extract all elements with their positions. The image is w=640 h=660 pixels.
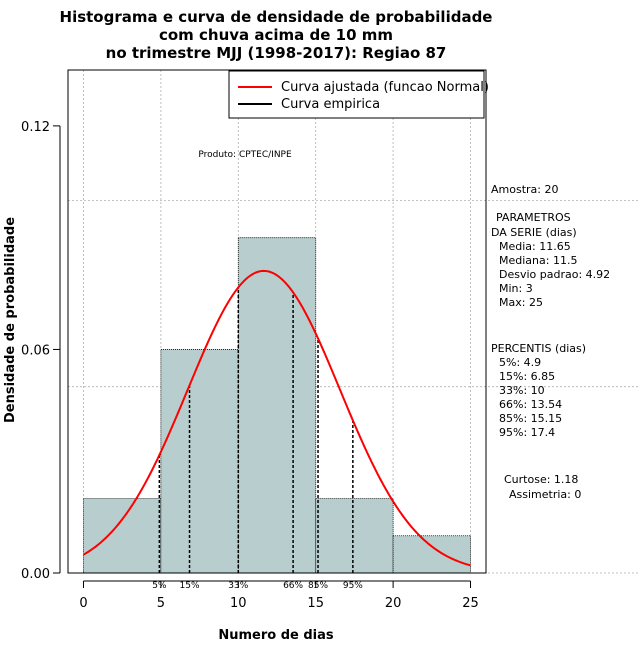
y-axis-title: Densidade de probabilidade: [3, 217, 18, 423]
percentile-95: 95%: 17.4: [499, 426, 555, 439]
params-heading-1: PARAMETROS: [496, 211, 571, 224]
sample-size: Amostra: 20: [491, 183, 558, 196]
histogram-bar: [392, 535, 471, 574]
percentile-label: 85%: [308, 581, 328, 591]
percentile-15: 15%: 6.85: [499, 370, 555, 383]
x-tick-label: 10: [230, 596, 247, 611]
percentile-5: 5%: 4.9: [499, 356, 541, 369]
percentiles-heading: PERCENTIS (dias): [491, 342, 586, 355]
legend-box: [228, 70, 485, 119]
histogram-bar: [160, 349, 239, 574]
percentile-label: 95%: [343, 581, 363, 591]
percentile-66: 66%: 13.54: [499, 398, 562, 411]
y-tick-label: 0.00: [21, 567, 50, 582]
histogram-bar: [237, 237, 317, 574]
plot-frame: [67, 69, 487, 574]
percentile-label: 66%: [283, 581, 303, 591]
x-tick-label: 15: [307, 596, 324, 611]
histogram-bar: [83, 498, 162, 574]
x-axis: 0 5 10 15 20 25: [79, 580, 479, 611]
percentile-label: 15%: [180, 581, 200, 591]
fitted-normal-curve: [82, 269, 471, 567]
chart-title-line-3: no trimestre MJJ (1998-2017): Regiao 87: [106, 44, 447, 62]
legend-fitted-label: Curva ajustada (funcao Normal): [281, 80, 489, 95]
x-tick-label: 25: [462, 596, 479, 611]
percentile-label: 5%: [152, 581, 167, 591]
credit-annotation: Produto: CPTEC/INPE: [198, 150, 292, 160]
legend: Curva ajustada (funcao Normal) Curva emp…: [228, 70, 489, 119]
param-median: Mediana: 11.5: [499, 254, 577, 267]
y-tick-label: 0.12: [21, 120, 50, 135]
percentile-85: 85%: 15.15: [499, 412, 562, 425]
chart-title-line-1: Histograma e curva de densidade de proba…: [60, 8, 493, 26]
skewness: Assimetria: 0: [509, 488, 581, 501]
legend-empirical-label: Curva empirica: [281, 97, 380, 112]
chart-title-line-2: com chuva acima de 10 mm: [159, 26, 393, 44]
bars-layer: [83, 237, 471, 574]
param-sd: Desvio padrao: 4.92: [499, 268, 610, 281]
curve-layer: [82, 269, 471, 567]
y-axis: 0.00 0.06 0.12: [21, 120, 61, 582]
side-panel: Amostra: 20 PARAMETROS DA SERIE (dias) M…: [491, 183, 610, 501]
x-tick-label: 5: [157, 596, 165, 611]
percentile-33: 33%: 10: [499, 384, 545, 397]
y-tick-label: 0.06: [21, 343, 50, 358]
params-heading-2: DA SERIE (dias): [491, 226, 577, 239]
x-tick-label: 0: [79, 596, 87, 611]
x-tick-label: 20: [385, 596, 402, 611]
x-axis-title: Numero de dias: [218, 628, 334, 643]
param-mean: Media: 11.65: [499, 240, 571, 253]
kurtosis: Curtose: 1.18: [504, 473, 578, 486]
param-min: Min: 3: [499, 282, 533, 295]
param-max: Max: 25: [499, 296, 543, 309]
histogram-bar: [315, 498, 394, 574]
